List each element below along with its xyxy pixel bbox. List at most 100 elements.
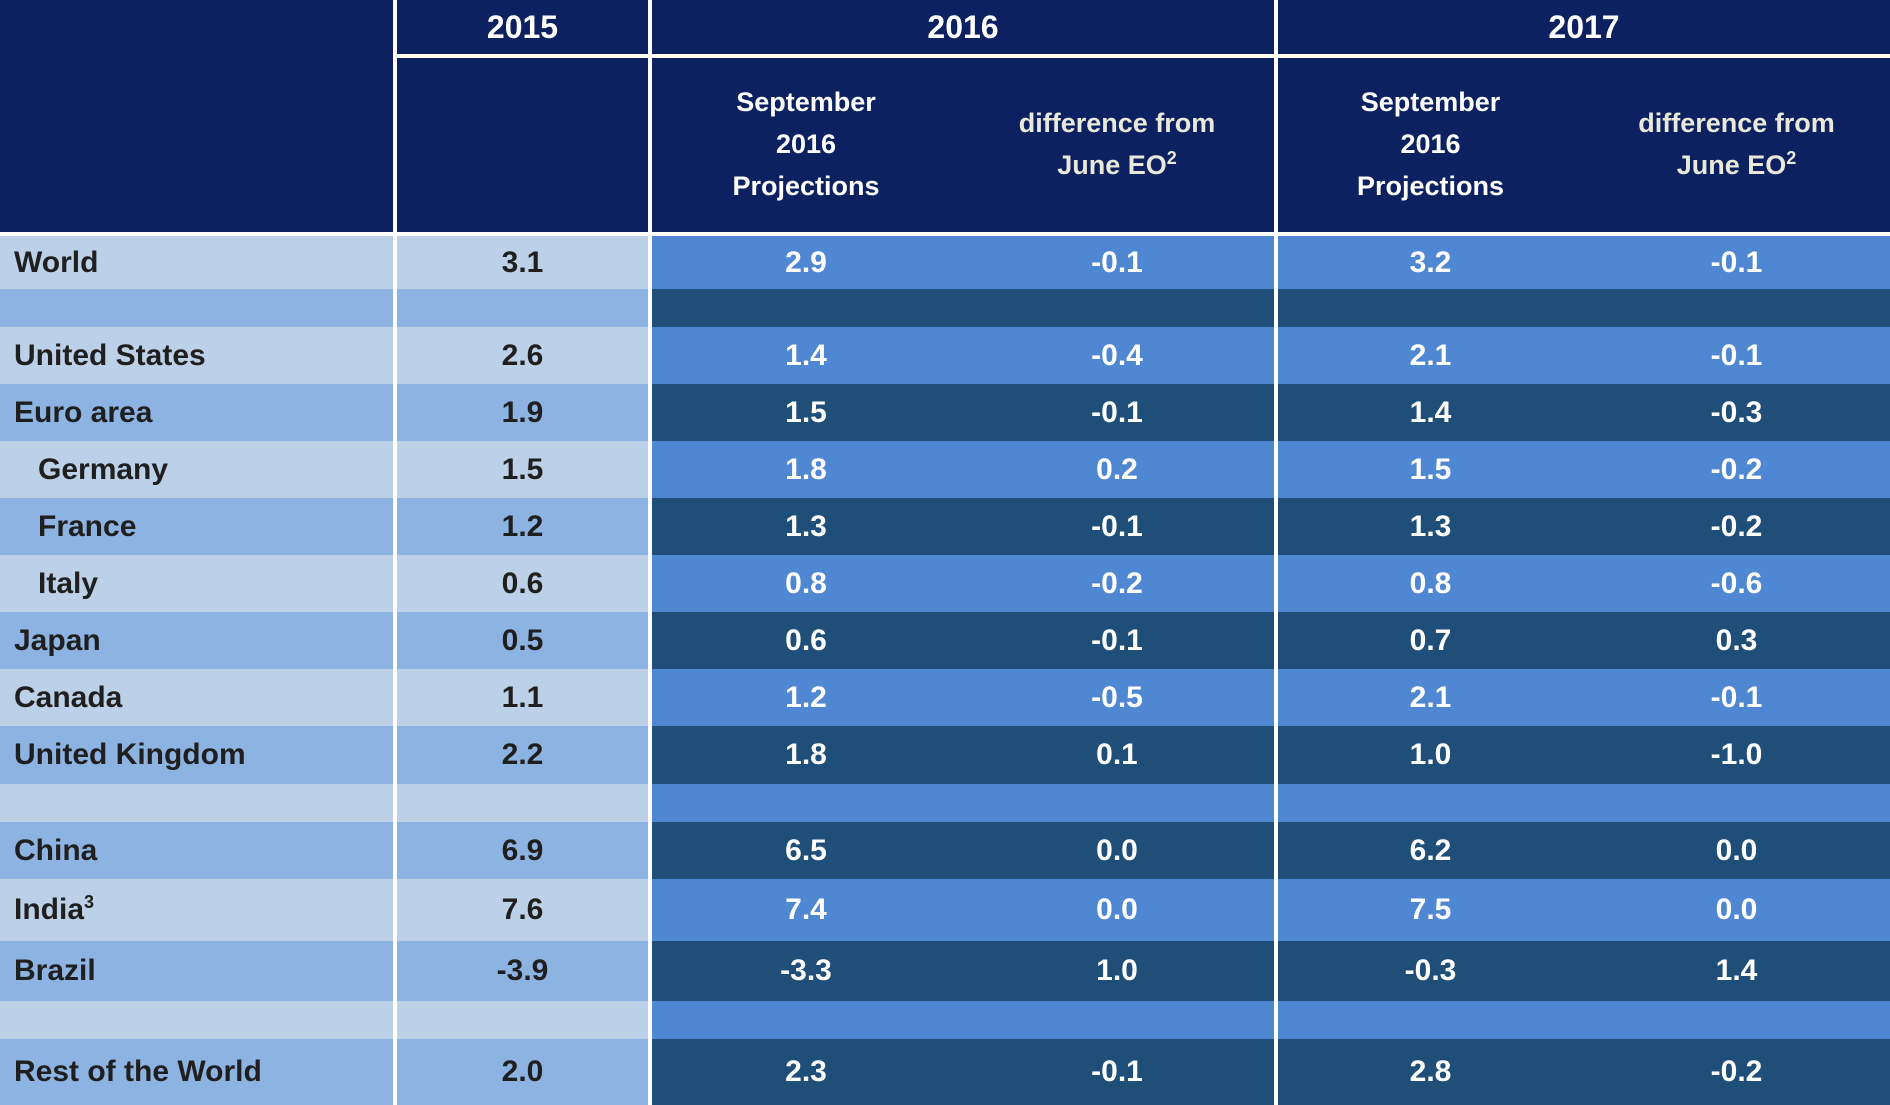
- row-label: India3: [0, 879, 393, 941]
- value-proj-2017: 2.1: [1274, 327, 1583, 384]
- value-diff-2016: 0.2: [960, 441, 1274, 498]
- value-diff-2016: 0.0: [960, 822, 1274, 879]
- value-proj-2017: 1.0: [1274, 726, 1583, 784]
- table-row-germany: Germany 1.5 1.8 0.2 1.5 -0.2: [0, 441, 1890, 498]
- empty-2015-subheader: [393, 58, 648, 236]
- row-label: Japan: [0, 612, 393, 669]
- value-proj-2016: 1.5: [648, 384, 960, 441]
- value-2015: 1.1: [393, 669, 648, 726]
- value-diff-2016: 0.0: [960, 879, 1274, 941]
- year-2016-header: 2016: [648, 0, 1274, 58]
- value-2015: 1.2: [393, 498, 648, 555]
- spacer-cell: [648, 289, 960, 327]
- value-2015: 3.1: [393, 236, 648, 289]
- year-2015-header: 2015: [393, 0, 648, 58]
- spacer-cell: [1274, 1001, 1583, 1039]
- value-diff-2017: -0.6: [1583, 555, 1890, 612]
- table-row-india: India3 7.6 7.4 0.0 7.5 0.0: [0, 879, 1890, 941]
- value-diff-2017: 0.0: [1583, 822, 1890, 879]
- value-2015: 7.6: [393, 879, 648, 941]
- value-diff-2017: 0.3: [1583, 612, 1890, 669]
- row-label: United Kingdom: [0, 726, 393, 784]
- table-row-canada: Canada 1.1 1.2 -0.5 2.1 -0.1: [0, 669, 1890, 726]
- value-proj-2016: -3.3: [648, 941, 960, 1001]
- value-proj-2016: 1.4: [648, 327, 960, 384]
- value-diff-2016: -0.1: [960, 498, 1274, 555]
- value-diff-2017: 1.4: [1583, 941, 1890, 1001]
- spacer-cell: [648, 784, 960, 822]
- projections-2016-header: September 2016 Projections: [648, 58, 960, 236]
- row-label: Canada: [0, 669, 393, 726]
- value-diff-2016: -0.2: [960, 555, 1274, 612]
- value-proj-2016: 0.8: [648, 555, 960, 612]
- value-diff-2017: -0.2: [1583, 441, 1890, 498]
- value-proj-2016: 1.8: [648, 441, 960, 498]
- spacer-cell: [1583, 289, 1890, 327]
- projections-2016-label: September 2016 Projections: [732, 87, 880, 201]
- value-proj-2017: 6.2: [1274, 822, 1583, 879]
- row-label: Germany: [0, 441, 393, 498]
- value-proj-2017: 1.3: [1274, 498, 1583, 555]
- value-diff-2017: -0.1: [1583, 327, 1890, 384]
- table-row-united-states: United States 2.6 1.4 -0.4 2.1 -0.1: [0, 327, 1890, 384]
- projections-2017-header: September 2016 Projections: [1274, 58, 1583, 236]
- row-label: United States: [0, 327, 393, 384]
- row-label: Brazil: [0, 941, 393, 1001]
- value-diff-2016: 0.1: [960, 726, 1274, 784]
- projections-2017-label: September 2016 Projections: [1356, 87, 1505, 201]
- difference-line2: June EO: [1057, 150, 1167, 180]
- value-2015: 0.5: [393, 612, 648, 669]
- spacer-cell: [960, 784, 1274, 822]
- value-2015: 2.2: [393, 726, 648, 784]
- value-2015: 6.9: [393, 822, 648, 879]
- row-label: Euro area: [0, 384, 393, 441]
- table-row-italy: Italy 0.6 0.8 -0.2 0.8 -0.6: [0, 555, 1890, 612]
- value-proj-2017: 7.5: [1274, 879, 1583, 941]
- value-proj-2016: 0.6: [648, 612, 960, 669]
- row-label: Rest of the World: [0, 1039, 393, 1105]
- value-diff-2016: -0.1: [960, 1039, 1274, 1105]
- spacer-cell: [0, 1001, 393, 1039]
- row-label: France: [0, 498, 393, 555]
- table-row-euro-area: Euro area 1.9 1.5 -0.1 1.4 -0.3: [0, 384, 1890, 441]
- header-year-row: 2015 2016 2017: [0, 0, 1890, 236]
- india-superscript: 3: [84, 892, 95, 912]
- spacer-cell: [1274, 784, 1583, 822]
- value-proj-2016: 6.5: [648, 822, 960, 879]
- value-proj-2017: 0.8: [1274, 555, 1583, 612]
- table-row-united-kingdom: United Kingdom 2.2 1.8 0.1 1.0 -1.0: [0, 726, 1890, 784]
- value-2015: 2.0: [393, 1039, 648, 1105]
- row-label: World: [0, 236, 393, 289]
- difference-2016-header: difference from June EO2: [960, 58, 1274, 236]
- table-row-rest-of-world: Rest of the World 2.0 2.3 -0.1 2.8 -0.2: [0, 1039, 1890, 1105]
- spacer-cell: [393, 1001, 648, 1039]
- spacer-cell: [393, 289, 648, 327]
- spacer-row: [0, 1001, 1890, 1039]
- value-proj-2017: 3.2: [1274, 236, 1583, 289]
- spacer-row: [0, 784, 1890, 822]
- table-row-brazil: Brazil -3.9 -3.3 1.0 -0.3 1.4: [0, 941, 1890, 1001]
- value-diff-2017: -0.2: [1583, 498, 1890, 555]
- year-2017-header: 2017: [1274, 0, 1890, 58]
- difference-line1: difference from: [1638, 108, 1835, 139]
- spacer-cell: [1583, 1001, 1890, 1039]
- row-label-text: India: [14, 893, 85, 926]
- table-row-japan: Japan 0.5 0.6 -0.1 0.7 0.3: [0, 612, 1890, 669]
- header-sub-row: September 2016 Projections difference fr…: [0, 58, 1890, 236]
- value-diff-2017: -0.3: [1583, 384, 1890, 441]
- spacer-cell: [0, 289, 393, 327]
- value-proj-2016: 1.8: [648, 726, 960, 784]
- value-proj-2016: 7.4: [648, 879, 960, 941]
- value-diff-2017: -1.0: [1583, 726, 1890, 784]
- value-proj-2017: 2.1: [1274, 669, 1583, 726]
- spacer-row: [0, 289, 1890, 327]
- spacer-cell: [648, 1001, 960, 1039]
- value-proj-2017: 2.8: [1274, 1039, 1583, 1105]
- value-diff-2016: -0.1: [960, 384, 1274, 441]
- value-2015: 0.6: [393, 555, 648, 612]
- spacer-cell: [1274, 289, 1583, 327]
- value-diff-2016: -0.1: [960, 612, 1274, 669]
- table-row-china: China 6.9 6.5 0.0 6.2 0.0: [0, 822, 1890, 879]
- row-label: China: [0, 822, 393, 879]
